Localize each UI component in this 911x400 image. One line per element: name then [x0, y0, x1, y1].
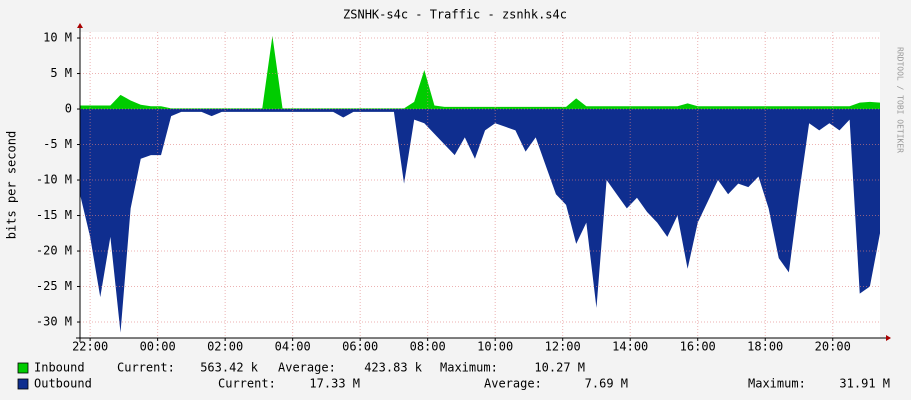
x-axis-arrow	[886, 335, 891, 341]
y-tick-label: 10 M	[43, 31, 72, 45]
x-tick-label: 14:00	[612, 340, 648, 354]
legend-label: Outbound	[34, 377, 92, 391]
legend-stat-label: Average:	[484, 377, 542, 391]
legend-stat-value: 10.27 M	[534, 361, 585, 375]
x-tick-label: 04:00	[275, 340, 311, 354]
y-tick-label: -30 M	[36, 315, 72, 329]
plot-area	[80, 32, 880, 338]
legend-stat-label: Current:	[117, 361, 175, 375]
legend-stat-value: 7.69 M	[585, 377, 628, 391]
y-tick-label: -15 M	[36, 208, 72, 222]
y-tick-label: -20 M	[36, 244, 72, 258]
y-tick-label: -25 M	[36, 279, 72, 293]
x-tick-label: 22:00	[72, 340, 108, 354]
y-tick-label: 5 M	[50, 66, 72, 80]
y-axis-arrow	[77, 23, 83, 28]
x-tick-label: 10:00	[477, 340, 513, 354]
chart-title: ZSNHK-s4c - Traffic - zsnhk.s4c	[343, 8, 567, 22]
x-tick-label: 00:00	[140, 340, 176, 354]
watermark: RRDTOOL / TOBI OETIKER	[896, 47, 905, 153]
x-tick-label: 16:00	[680, 340, 716, 354]
legend-stat-label: Maximum:	[748, 377, 806, 391]
y-tick-label: -10 M	[36, 173, 72, 187]
area-outbound	[80, 109, 880, 333]
x-tick-label: 18:00	[747, 340, 783, 354]
legend-stat-label: Maximum:	[440, 361, 498, 375]
legend-stat-value: 17.33 M	[309, 377, 360, 391]
legend-swatch	[17, 378, 29, 390]
x-tick-label: 02:00	[207, 340, 243, 354]
x-tick-label: 12:00	[545, 340, 581, 354]
legend-stat-value: 563.42 k	[200, 361, 259, 375]
legend-stat-value: 31.91 M	[839, 377, 890, 391]
x-tick-label: 06:00	[342, 340, 378, 354]
y-tick-label: 0	[65, 102, 72, 116]
area-inbound	[80, 35, 880, 110]
x-tick-label: 08:00	[410, 340, 446, 354]
y-axis-label: bits per second	[5, 131, 19, 239]
legend-label: Inbound	[34, 361, 85, 375]
legend-swatch	[17, 362, 29, 374]
legend-stat-label: Current:	[218, 377, 276, 391]
legend-stat-label: Average:	[278, 361, 336, 375]
legend-stat-value: 423.83 k	[364, 361, 423, 375]
y-tick-label: -5 M	[43, 137, 72, 151]
x-tick-label: 20:00	[815, 340, 851, 354]
